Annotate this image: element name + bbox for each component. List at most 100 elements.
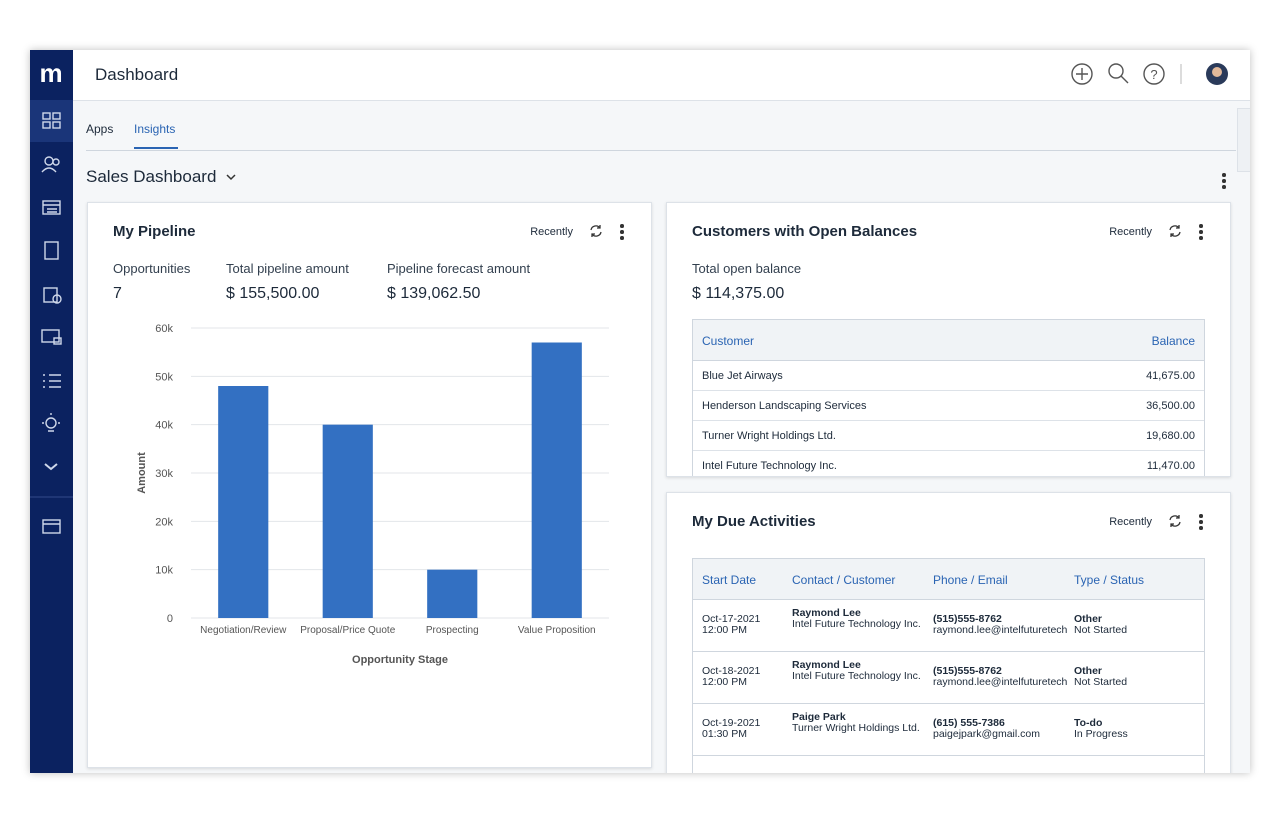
- column-header: Start Date: [702, 573, 757, 587]
- app-frame: m Dashboard: [30, 50, 1250, 773]
- cell: Paige Park Turner Wright Holdings Ltd.: [792, 712, 927, 734]
- side-panel-toggle[interactable]: [1237, 108, 1250, 172]
- x-tick-label: Proposal/Price Quote: [300, 625, 396, 636]
- card-title: My Due Activities: [692, 513, 816, 530]
- cell: (515)555-8762 raymond.lee@intelfuturetech: [933, 614, 1068, 636]
- x-axis-label: Opportunity Stage: [352, 654, 448, 666]
- table-header: [693, 559, 1204, 600]
- cell: 36,500.00: [1146, 400, 1195, 412]
- cell-line: Turner Wright Holdings Ltd.: [792, 722, 920, 734]
- y-tick-label: 50k: [155, 371, 173, 383]
- cell-line: Oct-17-2021: [702, 614, 761, 625]
- header-icons: ?: [1071, 63, 1228, 85]
- cell: Raymond Lee Intel Future Technology Inc.: [792, 608, 927, 630]
- cell-line: Other: [1074, 666, 1103, 677]
- metric-value: $ 114,375.00: [692, 285, 785, 302]
- cell-line: Other: [1074, 614, 1103, 625]
- card-menu[interactable]: [1199, 514, 1203, 532]
- bar: [427, 569, 478, 618]
- card-menu[interactable]: [620, 224, 624, 242]
- cell: Blue Jet Airways: [702, 370, 783, 382]
- card-title: Customers with Open Balances: [692, 223, 918, 240]
- metric-value: 7: [113, 285, 122, 302]
- metric-value: $ 139,062.50: [387, 285, 481, 302]
- chart: 0 10k 20k 30k 40k 50k 60k Amount Negotiation/Rev…: [101, 313, 641, 683]
- activities-card: My Due Activities Recently Start Date Conta…: [666, 492, 1231, 773]
- cell-line: Paige Park: [792, 712, 846, 723]
- tab-divider: [86, 150, 1236, 151]
- dropdown-caret[interactable]: [225, 172, 237, 182]
- metric-label: Total open balance: [692, 261, 802, 276]
- cell-line: Raymond Lee: [792, 660, 861, 671]
- nav-invoice[interactable]: [44, 241, 59, 260]
- add-button[interactable]: [1071, 63, 1093, 85]
- refresh-button[interactable]: [1167, 223, 1183, 239]
- refresh-button[interactable]: [588, 223, 604, 239]
- tab-active[interactable]: Insights: [134, 122, 176, 136]
- cell-line: In Progress: [1074, 728, 1128, 740]
- refresh-button[interactable]: [1167, 513, 1183, 529]
- activity-table: Start Date Contact / Customer Phone / Emai…: [692, 558, 1205, 773]
- row-divider: [693, 755, 1204, 756]
- cell-line: 12:00 PM: [702, 676, 747, 688]
- cell-line: raymond.lee@intelfuturetech: [933, 624, 1068, 636]
- search-button[interactable]: [1108, 63, 1124, 79]
- cell-line: Intel Future Technology Inc.: [792, 618, 921, 630]
- row-divider: [693, 450, 1204, 451]
- nav-dashboard[interactable]: [42, 112, 51, 120]
- x-tick-label: Negotiation/Review: [200, 625, 287, 636]
- metric-label: Opportunities: [113, 261, 191, 276]
- sidebar: m: [30, 50, 73, 773]
- dashboard-menu[interactable]: [1222, 173, 1226, 191]
- row-divider: [693, 390, 1204, 391]
- cell: Intel Future Technology Inc.: [702, 460, 837, 472]
- table-header: [693, 320, 1204, 361]
- row-divider: [693, 420, 1204, 421]
- cell-line: (515)555-8762: [933, 614, 1002, 625]
- nav-insights[interactable]: [45, 417, 57, 429]
- refresh-label: Recently: [1109, 226, 1152, 238]
- cell: Oct-19-2021 01:30 PM: [702, 718, 787, 740]
- card-menu[interactable]: [1199, 224, 1203, 242]
- nav-contacts[interactable]: [44, 156, 54, 166]
- nav-list[interactable]: [42, 200, 61, 215]
- y-tick-label: 0: [167, 613, 173, 625]
- x-tick-label: Value Proposition: [517, 625, 596, 636]
- y-tick-label: 30k: [155, 468, 173, 480]
- chart-svg: 0 10k 20k 30k 40k 50k 60k Amount: [136, 323, 609, 625]
- nav-active: [30, 100, 73, 142]
- svg-text:?: ?: [1150, 67, 1157, 82]
- y-axis-label: Amount: [136, 452, 148, 494]
- nav-payments[interactable]: [41, 329, 60, 343]
- balances-card: Customers with Open Balances Recently Tota…: [666, 202, 1231, 477]
- cell-line: Oct-19-2021: [702, 718, 761, 729]
- dashboard-title[interactable]: Sales Dashboard: [86, 167, 217, 186]
- refresh-label: Recently: [530, 226, 573, 238]
- cell: (615) 555-7386 paigejpark@gmail.com: [933, 718, 1068, 740]
- cell: Oct-18-2021 12:00 PM: [702, 666, 787, 688]
- cell-line: paigejpark@gmail.com: [933, 728, 1040, 740]
- cell: 11,470.00: [1146, 460, 1195, 472]
- nav-more[interactable]: [44, 463, 58, 471]
- cell-line: (615) 555-7386: [933, 718, 1005, 729]
- column-header: Phone / Email: [933, 573, 1008, 587]
- nav-tasks[interactable]: [43, 374, 61, 388]
- cell-line: Not Started: [1074, 624, 1128, 636]
- help-button[interactable]: [1143, 63, 1165, 85]
- card-title: My Pipeline: [113, 223, 196, 240]
- cell: Turner Wright Holdings Ltd.: [702, 430, 836, 442]
- tab-indicator: [134, 147, 178, 149]
- column-header: Balance: [1151, 334, 1195, 348]
- cell: (515)555-8762 raymond.lee@intelfuturetech: [933, 666, 1068, 688]
- logo[interactable]: m: [39, 58, 62, 88]
- cell-line: To-do: [1074, 718, 1103, 729]
- cell: Henderson Landscaping Services: [702, 400, 867, 412]
- cell: Raymond Lee Intel Future Technology Inc.: [792, 660, 927, 682]
- cell: To-do In Progress: [1074, 718, 1199, 740]
- y-tick-label: 40k: [155, 420, 173, 432]
- metric-label: Pipeline forecast amount: [387, 261, 531, 276]
- sidebar-icons: m: [30, 58, 73, 534]
- tab[interactable]: Apps: [86, 122, 114, 136]
- y-tick-label: 60k: [155, 323, 173, 335]
- nav-store[interactable]: [42, 519, 61, 534]
